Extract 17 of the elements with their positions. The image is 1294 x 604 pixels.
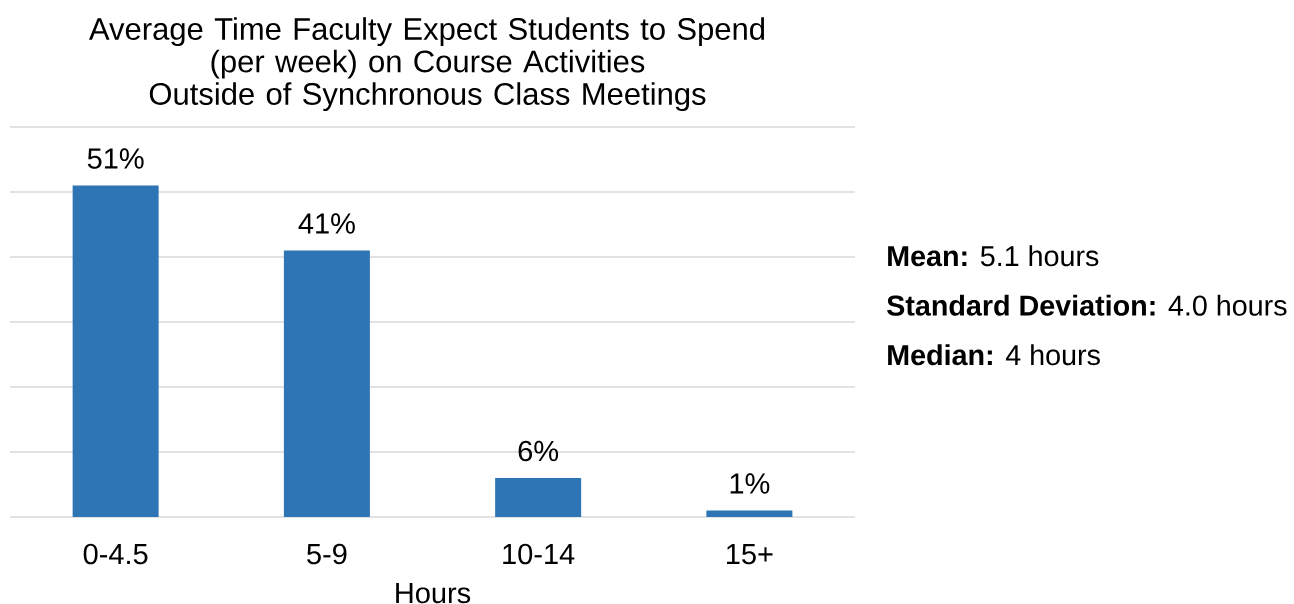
data-label: 1% (730, 473, 770, 494)
x-tick-label: 10-14 (503, 543, 575, 565)
x-tick-label: 5-9 (307, 543, 347, 565)
x-axis-title: Hours (396, 583, 471, 604)
text: Mean: 5.1 hours (888, 245, 1099, 267)
x-tick-label: 15+ (726, 544, 773, 565)
chart-title: Average Time Faculty Expect Students to Spend (per week) on Course Activities Outside of Synchronous Class Meetings (88, 17, 765, 112)
text: Median: 4 hours (888, 344, 1100, 366)
bar (72, 185, 159, 517)
data-label: 6% (518, 440, 559, 462)
bar (706, 510, 793, 517)
data-label: 41% (298, 213, 355, 234)
data-label: 51% (87, 148, 144, 169)
x-tick-label: 0-4.5 (83, 543, 148, 565)
bar (283, 250, 370, 517)
text: Standard Deviation: 4.0 hours (887, 294, 1287, 316)
bar (495, 477, 582, 517)
